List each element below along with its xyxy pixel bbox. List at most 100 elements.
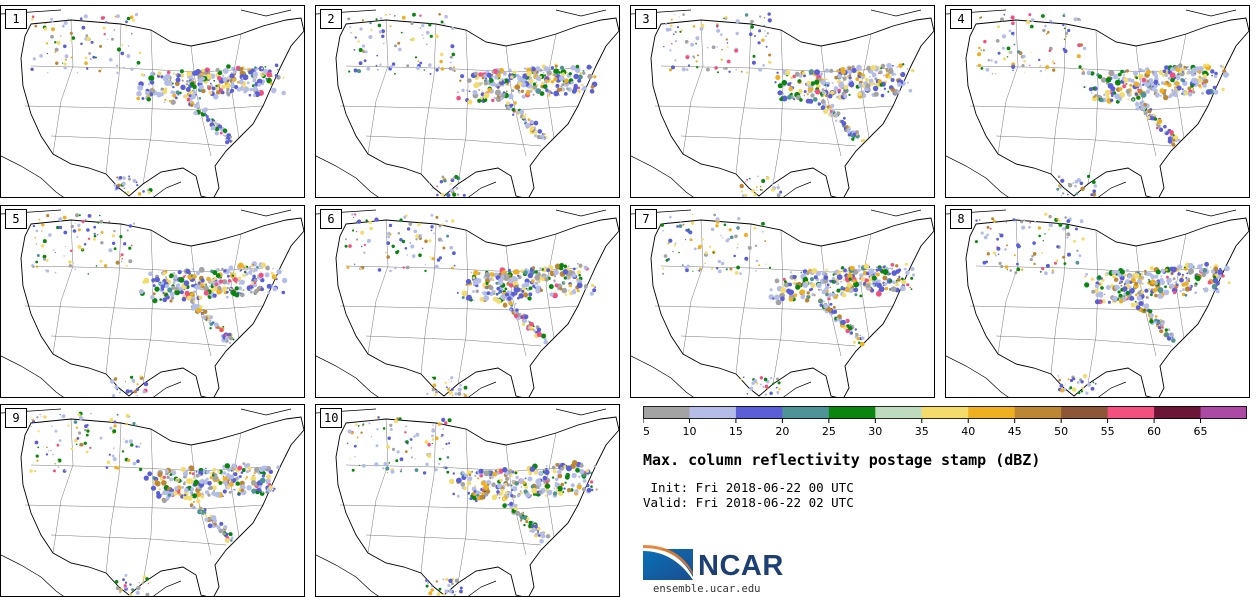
reflectivity-cell (787, 82, 791, 87)
reflectivity-cell (1154, 315, 1158, 318)
reflectivity-cell (507, 300, 510, 303)
reflectivity-cell (164, 284, 169, 289)
reflectivity-cell (668, 238, 673, 243)
reflectivity-cell (46, 42, 49, 45)
reflectivity-cell (70, 56, 73, 59)
reflectivity-cell (1009, 50, 1013, 55)
reflectivity-cell (687, 64, 691, 67)
reflectivity-cell (535, 75, 541, 81)
reflectivity-cell (369, 21, 372, 25)
reflectivity-cell (523, 270, 528, 275)
reflectivity-cell (716, 24, 719, 27)
reflectivity-cell (83, 14, 88, 19)
reflectivity-cell (836, 111, 841, 116)
reflectivity-cell (799, 74, 803, 78)
reflectivity-cell (217, 124, 223, 129)
reflectivity-cell (249, 288, 252, 291)
reflectivity-cell (143, 381, 149, 387)
reflectivity-cell (31, 418, 34, 422)
reflectivity-cell (107, 38, 109, 40)
reflectivity-cell (1066, 219, 1071, 223)
reflectivity-cell (1119, 92, 1125, 98)
reflectivity-cell (841, 292, 847, 298)
reflectivity-cell (687, 230, 691, 233)
reflectivity-cell (77, 244, 82, 249)
reflectivity-cell (1167, 283, 1169, 285)
reflectivity-cell (245, 272, 249, 276)
reflectivity-cell (736, 265, 740, 270)
reflectivity-cell (1012, 69, 1014, 72)
reflectivity-cell (114, 465, 118, 470)
reflectivity-cell (1076, 178, 1082, 183)
reflectivity-cell (349, 25, 352, 29)
reflectivity-cell (863, 263, 870, 270)
colorbar-segment (782, 406, 830, 419)
reflectivity-cell (266, 283, 272, 289)
reflectivity-cell (389, 233, 392, 236)
reflectivity-cell (1194, 291, 1198, 294)
reflectivity-cell (1072, 182, 1074, 184)
reflectivity-cell (232, 277, 239, 283)
reflectivity-cell (184, 274, 187, 277)
state-boundary (365, 534, 542, 546)
reflectivity-cell (118, 176, 123, 180)
reflectivity-cell (454, 578, 459, 583)
ensemble-member-panel: 1 (0, 5, 305, 198)
state-boundary (365, 135, 542, 147)
reflectivity-cell (167, 287, 173, 293)
reflectivity-cell (190, 487, 195, 491)
reflectivity-cell (58, 439, 62, 442)
reflectivity-cell (1073, 17, 1078, 22)
reflectivity-cell (1066, 232, 1071, 237)
state-boundary (654, 105, 894, 111)
reflectivity-cell (1145, 89, 1151, 94)
reflectivity-cell (681, 67, 686, 72)
reflectivity-cell (1016, 243, 1020, 248)
reflectivity-cell (113, 183, 117, 187)
reflectivity-cell (792, 274, 797, 280)
reflectivity-cell (789, 271, 793, 274)
reflectivity-cell (40, 416, 42, 418)
reflectivity-cell (452, 251, 456, 256)
reflectivity-cell (1046, 33, 1048, 35)
reflectivity-cell (1000, 17, 1004, 22)
reflectivity-cell (821, 302, 824, 304)
reflectivity-cell (147, 190, 151, 194)
reflectivity-cell (223, 269, 227, 273)
reflectivity-cell (505, 101, 510, 106)
reflectivity-cell (1013, 43, 1016, 46)
reflectivity-cell (191, 284, 195, 288)
reflectivity-cell (1209, 266, 1212, 269)
reflectivity-cell (136, 585, 141, 591)
reflectivity-cell (1029, 221, 1031, 224)
reflectivity-cell (1185, 276, 1188, 279)
reflectivity-cell (576, 270, 581, 275)
reflectivity-cell (788, 297, 794, 302)
reflectivity-cell (1121, 274, 1124, 277)
reflectivity-cell (1137, 91, 1140, 94)
reflectivity-cell (438, 66, 440, 68)
reflectivity-cell (436, 592, 441, 596)
reflectivity-cell (836, 69, 840, 73)
reflectivity-cell (465, 283, 468, 286)
reflectivity-cell (43, 27, 48, 31)
reflectivity-cell (532, 93, 535, 96)
reflectivity-cell (848, 70, 853, 75)
reflectivity-cell (54, 47, 59, 52)
coastline (1, 209, 292, 397)
reflectivity-cell (397, 41, 401, 45)
state-boundary (1135, 45, 1157, 157)
reflectivity-cell (418, 253, 422, 257)
reflectivity-cell (126, 229, 129, 232)
reflectivity-cell (424, 264, 427, 266)
reflectivity-cell (174, 96, 178, 100)
reflectivity-cell (94, 56, 97, 59)
state-boundary (457, 428, 469, 584)
reflectivity-cell (520, 79, 523, 82)
reflectivity-cell (852, 130, 855, 133)
reflectivity-cell (550, 91, 553, 94)
reflectivity-cell (1146, 116, 1151, 120)
reflectivity-cell (353, 444, 357, 448)
reflectivity-cell (211, 86, 216, 91)
reflectivity-cell (1125, 82, 1128, 85)
